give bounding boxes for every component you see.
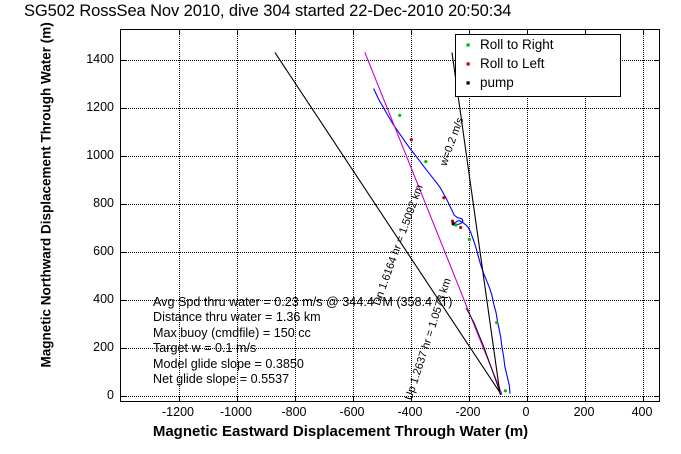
tick-mark-y [121,156,126,157]
xtick-label: -400 [397,405,423,419]
tick-mark-x [353,396,354,401]
tick-mark-x-top [295,30,296,35]
chart-series-line [465,307,502,395]
chart-series-line [451,52,501,395]
info-line-net-glide-slope: Net glide slope = 0.5537 [153,372,290,387]
ytick-label: 1000 [86,148,142,162]
ytick-label-text: 600 [93,244,114,258]
info-line-avg-speed: Avg Spd thru water = 0.23 m/s @ 344.4 °M… [153,295,453,309]
tick-mark-y-right [654,204,659,205]
tick-mark-x [469,396,470,401]
chart-series-line [364,52,503,395]
tick-mark-y [121,204,126,205]
x-axis-label: Magnetic Eastward Displacement Through W… [152,423,529,440]
ytick-label: 200 [93,340,135,354]
tick-mark-x-top [469,30,470,35]
tick-mark-x-top [237,30,238,35]
legend-item-pump: ▪ pump [456,73,620,92]
ytick-label-text: 1000 [86,148,114,162]
tick-mark-x [237,396,238,401]
tick-mark-y [121,60,126,61]
info-line-model-glide-slope: Model glide slope = 0.3850 [153,356,304,371]
tick-mark-y-right [654,348,659,349]
ytick-label-text: 1400 [86,52,114,66]
xtick-label: -600 [339,405,365,419]
ytick-label: 1400 [86,52,142,66]
chart-event-marker [398,113,402,117]
xtick-label: -200 [455,405,481,419]
chart-series-line [274,52,502,396]
tick-mark-x [585,396,586,401]
tick-mark-x-top [527,30,528,35]
tick-mark-x [295,396,296,401]
figure-title-text: SG502 RossSea Nov 2010, dive 304 started… [24,2,512,20]
chart-event-marker [424,160,428,164]
tick-mark-y-right [654,300,659,301]
xtick-label: -1000 [220,405,252,419]
xtick-label: 400 [631,405,653,419]
ytick-label-text: 800 [93,196,114,210]
chart-event-marker [409,138,413,142]
ytick-label-text: 0 [107,388,114,402]
tick-mark-y [121,300,126,301]
tick-mark-y-right [654,156,659,157]
chart-event-marker [442,196,446,200]
info-line-max-buoy: Max buoy (cmdfile) = 150 cc [153,325,311,340]
chart-event-marker [503,389,507,393]
chart-series-line [373,88,511,394]
tick-mark-x [527,396,528,401]
ytick-label: 600 [93,244,135,258]
xtick-label: -800 [281,405,307,419]
legend-label: Roll to Left [480,56,545,71]
legend-marker-icon: ▪ [465,75,471,90]
info-line-target-w: Target w = 0.1 m/s [153,341,257,356]
tick-mark-y-right [654,60,659,61]
ytick-label: 0 [107,388,121,402]
ytick-label-text: 1200 [86,100,114,114]
tick-mark-x-top [585,30,586,35]
tick-mark-x [179,396,180,401]
info-line-distance: Distance thru water = 1.36 km [153,310,321,325]
legend-item-roll-to-right: ▪ Roll to Right [456,35,620,54]
xtick-label: 0 [522,405,530,419]
chart-event-marker [459,225,463,230]
ytick-label: 400 [93,292,135,306]
ytick-label-text: 200 [93,340,114,354]
tick-mark-y [121,252,126,253]
xtick-label: 200 [573,405,595,419]
tick-mark-y-right [654,108,659,109]
tick-mark-x-top [179,30,180,35]
tick-mark-x [643,396,644,401]
chart-event-marker [454,223,458,227]
legend-label: pump [480,75,514,90]
ytick-label-text: 400 [93,292,114,306]
chart-event-marker [467,238,471,242]
xtick-label: -1200 [162,405,194,419]
legend-marker-icon: ▪ [465,37,471,52]
tick-mark-y-right [654,252,659,253]
legend: ▪ Roll to Right ▪ Roll to Left ▪ pump [455,34,621,97]
chart-data-layer [274,52,511,396]
tick-mark-y [121,348,126,349]
tick-mark-y [121,108,126,109]
legend-item-roll-to-left: ▪ Roll to Left [456,54,620,73]
figure-title: SG502 RossSea Nov 2010, dive 304 started… [24,1,511,21]
y-axis-label: Magnetic Northward Displacement Through … [38,22,54,368]
chart-event-marker [495,320,499,325]
tick-mark-x-top [353,30,354,35]
chart-event-marker [450,219,455,223]
tick-mark-x-top [411,30,412,35]
legend-label: Roll to Right [480,37,554,52]
legend-marker-icon: ▪ [465,56,471,71]
tick-mark-y-right [654,396,659,397]
ytick-label: 1200 [86,100,142,114]
chart-event-marker [451,221,455,226]
tick-mark-x-top [643,30,644,35]
tick-mark-y [121,396,126,397]
ytick-label: 800 [93,196,135,210]
dive-summary-text: Avg Spd thru water = 0.23 m/s @ 344.4 °M… [153,295,452,387]
tick-mark-x [411,396,412,401]
